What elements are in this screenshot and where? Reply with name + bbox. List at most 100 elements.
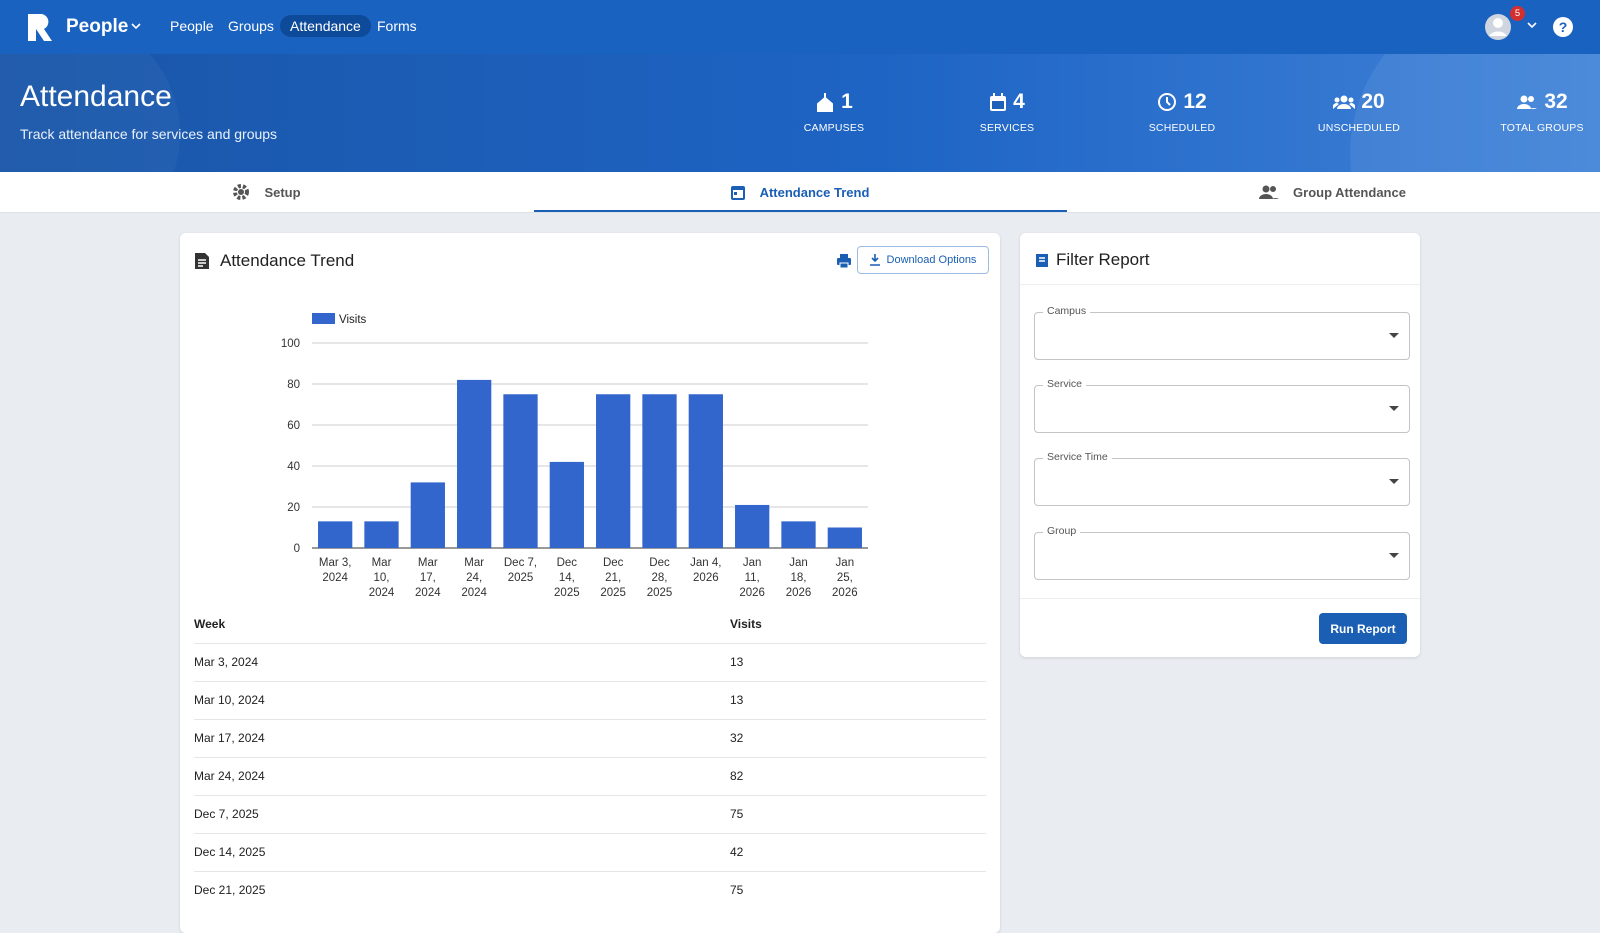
nav-link[interactable]: Forms — [377, 18, 417, 34]
field-label: Group — [1043, 525, 1081, 537]
report-icon — [195, 253, 209, 269]
x-tick-line: 25, — [837, 572, 853, 584]
x-tick-line: 2025 — [600, 587, 626, 599]
filter-icon — [1036, 254, 1048, 267]
select-field[interactable]: Campus — [1034, 305, 1410, 360]
help-icon[interactable]: ? — [1552, 16, 1574, 38]
field-label: Service Time — [1043, 451, 1112, 463]
decor — [1350, 54, 1600, 172]
stat-label: SERVICES — [979, 122, 1035, 134]
x-tick-label: Dec 21, 2025 — [600, 557, 626, 599]
nav-link[interactable]: People — [170, 18, 214, 34]
x-tick-line: Jan — [836, 557, 855, 569]
legend-label: Visits — [339, 314, 367, 326]
field-label: Campus — [1043, 305, 1091, 317]
bar — [503, 394, 538, 548]
x-tick-line: Jan — [789, 557, 808, 569]
select-field[interactable]: Service — [1034, 378, 1410, 433]
logo[interactable] — [24, 12, 56, 44]
stat: 4 SERVICES — [927, 90, 1087, 134]
x-tick-label: Mar 10, 2024 — [369, 557, 395, 599]
stat-value: 20 — [1361, 90, 1385, 113]
bar — [318, 521, 353, 548]
stat-value: 1 — [841, 90, 853, 113]
x-tick-label: Jan 4, 2026 — [690, 557, 721, 584]
table-row: Dec 7, 2025 75 — [194, 795, 986, 833]
table-cell: 13 — [730, 655, 744, 669]
page-header: Attendance Track attendance for services… — [0, 54, 1600, 172]
brand[interactable]: People — [66, 16, 129, 37]
tab[interactable]: Setup — [0, 172, 533, 212]
notification-badge: 5 — [1510, 6, 1525, 21]
stat-label: UNSCHEDULED — [1317, 122, 1401, 134]
y-tick-label: 100 — [281, 338, 300, 350]
brand-caret[interactable] — [130, 22, 142, 32]
stat-label: CAMPUSES — [803, 122, 865, 134]
page-subtitle: Track attendance for services and groups — [20, 126, 278, 142]
table-cell: 13 — [730, 693, 744, 707]
table-cell: Mar 17, 2024 — [194, 731, 265, 745]
top-nav: People People Groups Attendance Forms 5 … — [0, 0, 1600, 55]
nav-link[interactable]: Attendance — [280, 15, 371, 37]
table-row: Mar 10, 2024 13 — [194, 681, 986, 719]
table-row: Dec 21, 2025 75 — [194, 871, 986, 909]
tab[interactable]: Attendance Trend — [533, 172, 1066, 212]
tab-icon — [1259, 185, 1280, 199]
table-cell: 75 — [730, 883, 744, 898]
table-cell: 75 — [730, 807, 744, 821]
data-table: Week Visits Mar 3, 2024 13 Mar 10, 2024 13 M… — [194, 605, 986, 909]
tab[interactable]: Group Attendance — [1066, 172, 1599, 212]
x-tick-line: 17, — [420, 572, 436, 584]
tab-bar: Setup Attendance Trend Group Attendance — [0, 172, 1600, 213]
x-tick-line: 10, — [374, 572, 390, 584]
nav-link[interactable]: Groups — [228, 18, 274, 34]
table-cell: 32 — [730, 731, 744, 745]
bar — [688, 394, 723, 548]
svg-text:?: ? — [1559, 19, 1568, 35]
x-tick-line: 2024 — [369, 587, 395, 599]
select-field[interactable]: Group — [1034, 525, 1410, 580]
x-tick-line: 2026 — [786, 587, 812, 599]
stat-value: 32 — [1544, 90, 1568, 113]
x-tick-label: Dec 7, 2025 — [504, 557, 537, 584]
x-tick-label: Dec 28, 2025 — [647, 557, 673, 599]
x-tick-line: Jan — [743, 557, 762, 569]
x-tick-line: Dec — [649, 557, 670, 569]
x-tick-line: Mar — [372, 557, 392, 569]
decor — [0, 54, 180, 172]
x-tick-line: Jan 4, — [690, 557, 721, 569]
table-header: Week — [194, 616, 226, 631]
x-tick-label: Dec 14, 2025 — [554, 557, 580, 599]
stat-value: 4 — [1013, 90, 1025, 113]
table-cell: Dec 21, 2025 — [194, 883, 266, 898]
stat-icon — [990, 93, 1007, 111]
table-header-row: Week Visits — [194, 605, 986, 643]
stat: 1 CAMPUSES — [754, 90, 914, 134]
stat: 32 TOTAL GROUPS — [1462, 90, 1600, 134]
x-tick-line: Mar — [418, 557, 438, 569]
print-icon[interactable] — [836, 253, 852, 269]
x-tick-label: Jan 18, 2026 — [786, 557, 812, 599]
download-button[interactable]: Download Options — [857, 246, 989, 274]
x-tick-line: 2025 — [647, 587, 673, 599]
tab-label: Group Attendance — [1293, 184, 1406, 200]
select-field[interactable]: Service Time — [1034, 451, 1410, 506]
x-tick-line: Mar 3, — [319, 557, 352, 569]
field-label: Service — [1043, 378, 1087, 390]
tab-label: Attendance Trend — [759, 184, 870, 200]
x-tick-line: Mar — [464, 557, 484, 569]
y-tick-label: 80 — [287, 379, 300, 391]
divider — [1020, 598, 1420, 599]
bar — [596, 394, 631, 548]
filter-title: Filter Report — [1056, 250, 1150, 269]
run-report-button[interactable]: Run Report — [1319, 613, 1407, 644]
x-tick-line: Dec 7, — [504, 557, 537, 569]
download-icon — [869, 254, 880, 266]
avatar-caret[interactable] — [1526, 21, 1538, 31]
select-caret — [1389, 479, 1399, 484]
x-tick-line: 2024 — [415, 587, 441, 599]
table-header: Visits — [730, 616, 762, 631]
table-row: Dec 14, 2025 42 — [194, 833, 986, 871]
avatar[interactable] — [1484, 12, 1514, 42]
